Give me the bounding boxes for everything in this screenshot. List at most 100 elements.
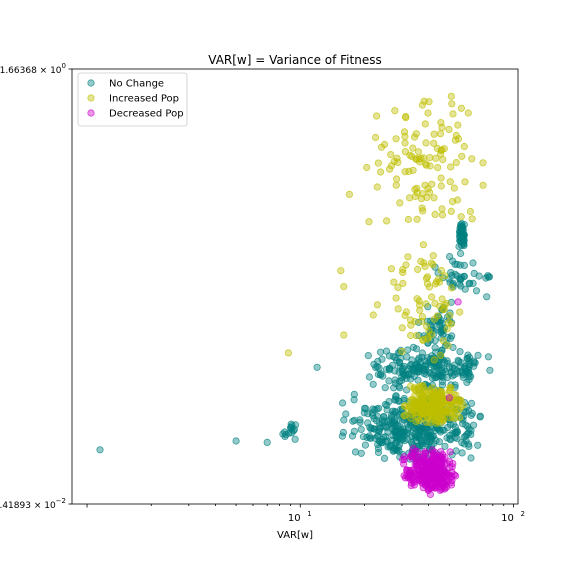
scatter-point [471, 359, 479, 367]
y-tick-label: 1.66368 × 100 [0, 62, 66, 76]
scatter-point [437, 182, 445, 190]
scatter-point [459, 401, 467, 409]
legend-label: Decreased Pop [109, 109, 184, 120]
scatter-point [458, 438, 466, 447]
scatter-point [422, 139, 430, 147]
scatter-point [380, 454, 389, 462]
scatter-point [384, 443, 392, 451]
scatter-point [365, 218, 373, 226]
scatter-point [367, 434, 375, 442]
scatter-point [387, 411, 396, 419]
scatter-point [427, 412, 435, 421]
scatter-point [429, 390, 437, 398]
scatter-point [431, 337, 439, 345]
scatter-point [451, 472, 460, 480]
scatter-point [444, 319, 452, 327]
scatter-point [438, 377, 446, 386]
scatter-point [467, 399, 476, 407]
legend-marker [87, 109, 95, 117]
scatter-point [467, 411, 475, 419]
scatter-point [291, 421, 300, 429]
scatter-point [396, 428, 404, 436]
scatter-point [456, 308, 464, 316]
scatter-point [372, 112, 381, 120]
scatter-point [391, 419, 399, 427]
points-layer [96, 92, 494, 498]
scatter-point [438, 205, 446, 213]
scatter-point [441, 442, 449, 450]
scatter-point [447, 92, 455, 100]
scatter-point [365, 373, 373, 381]
scatter-point [433, 312, 441, 320]
scatter-point [432, 154, 440, 162]
scatter-point [467, 454, 475, 462]
scatter-point [449, 429, 457, 437]
scatter-point [407, 438, 416, 446]
scatter-point [420, 259, 428, 267]
scatter-point [468, 155, 476, 163]
scatter-point [468, 215, 476, 223]
scatter-point [381, 384, 389, 392]
scatter-point [377, 370, 385, 378]
scatter-point [421, 386, 429, 395]
scatter-point [484, 353, 492, 361]
scatter-point [445, 253, 454, 261]
scatter-point [414, 148, 423, 156]
scatter-point [415, 398, 423, 406]
scatter-point [431, 484, 439, 492]
scatter-point [465, 375, 473, 384]
scatter-point [392, 181, 400, 189]
scatter-point [340, 416, 348, 424]
scatter-point [398, 324, 406, 332]
scatter-point [415, 354, 423, 362]
scatter-point [400, 412, 408, 420]
scatter-point [387, 162, 396, 170]
scatter-point [449, 459, 457, 468]
scatter-point [446, 178, 454, 186]
scatter-point [470, 362, 478, 370]
scatter-point [474, 441, 482, 449]
scatter-point [438, 471, 446, 479]
scatter-point [391, 107, 399, 115]
scatter-point [463, 403, 471, 411]
scatter-point [357, 449, 365, 457]
scatter-point [447, 478, 455, 487]
scatter-point [432, 403, 440, 411]
scatter-point [446, 448, 454, 456]
scatter-point [263, 438, 271, 446]
scatter-point [291, 435, 299, 443]
scatter-point [398, 347, 406, 356]
scatter-point [483, 293, 491, 301]
scatter-point [392, 439, 400, 447]
scatter-point [415, 155, 423, 163]
scatter-point [479, 159, 487, 167]
scatter-point [446, 384, 454, 392]
scatter-point [313, 363, 321, 371]
scatter-point [474, 351, 482, 359]
scatter-point [395, 440, 404, 448]
scatter-point [374, 448, 383, 457]
scatter-point [383, 406, 391, 414]
scatter-point [410, 481, 418, 489]
scatter-point [450, 184, 458, 192]
scatter-point [431, 210, 439, 218]
scatter-point [435, 278, 444, 286]
scatter-point [415, 416, 423, 425]
scatter-point [456, 347, 464, 356]
scatter-point [401, 168, 409, 176]
scatter-point [412, 345, 421, 353]
scatter-point [418, 101, 426, 109]
scatter-point [389, 352, 397, 361]
scatter-point [350, 390, 358, 398]
scatter-point [419, 431, 427, 439]
scatter-point [433, 144, 441, 152]
legend-label: Increased Pop [109, 94, 179, 105]
scatter-point [469, 259, 477, 267]
scatter-point [436, 302, 444, 310]
scatter-point [350, 427, 358, 435]
scatter-point [453, 272, 461, 280]
legend-label: No Change [109, 79, 164, 90]
scatter-point [382, 217, 391, 225]
scatter-point [340, 331, 348, 339]
scatter-point [409, 166, 417, 174]
